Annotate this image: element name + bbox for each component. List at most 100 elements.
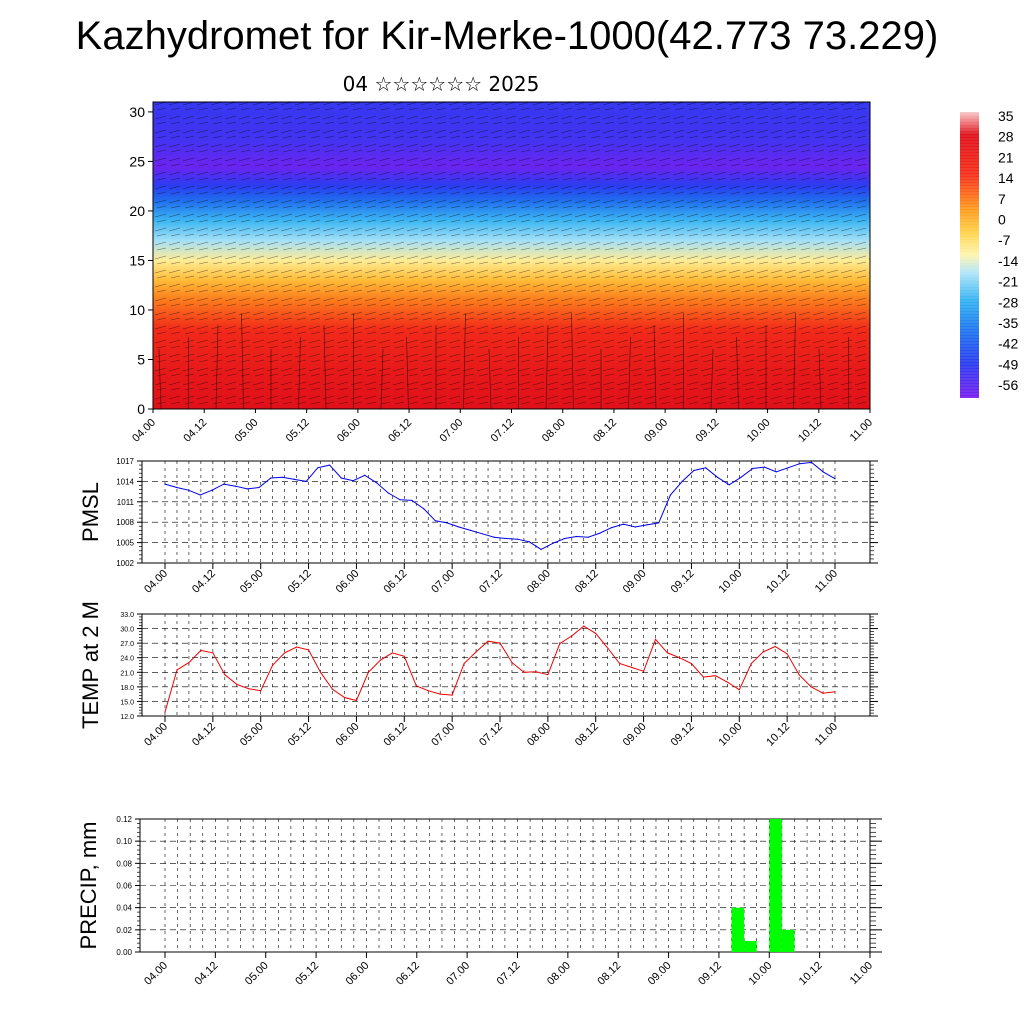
x-tick-label: 10.12: [796, 417, 824, 445]
x-tick-label: 05.12: [286, 721, 314, 749]
colorbar-label: -35: [998, 315, 1018, 331]
x-tick-label: 06.12: [386, 417, 414, 445]
colorbar-label: 14: [998, 170, 1014, 186]
series-point: [499, 642, 501, 644]
x-tick-label: 09.00: [621, 568, 649, 596]
x-tick-label: 11.00: [813, 568, 840, 595]
pmsl-panel: 1017 1014 1011 1008 1005 1002 04.00 04.12 05.00 0…: [78, 457, 878, 596]
series-point: [451, 694, 453, 696]
series-point: [376, 482, 378, 484]
series-point: [798, 674, 800, 676]
x-tick-label: 09.12: [694, 417, 722, 445]
series-point: [611, 527, 613, 529]
series-point: [199, 494, 201, 496]
barb-staff: [463, 312, 466, 409]
x-tick-label: 06.12: [394, 960, 422, 988]
chart-subtitle: 04 ☆☆☆☆☆☆ 2025: [342, 72, 540, 96]
barb-staff: [323, 324, 327, 409]
series-point: [391, 652, 393, 654]
x-tick-label: 10.00: [716, 721, 744, 749]
series-point: [750, 662, 752, 665]
series-point: [702, 676, 705, 678]
x-tick-label: 07.12: [477, 568, 505, 596]
series-point: [200, 649, 202, 652]
series-point: [223, 483, 225, 485]
series-point: [822, 692, 824, 694]
colorbar-ramp: [960, 112, 979, 398]
barb-staff: [545, 324, 549, 409]
series-point: [234, 485, 237, 487]
x-tick-label: 05.00: [233, 417, 261, 445]
series-point: [284, 652, 286, 654]
x-tick-label: 05.00: [238, 568, 266, 596]
series-point: [528, 541, 531, 543]
series-point: [415, 685, 417, 687]
x-tick-label: 11.00: [848, 417, 875, 444]
x-tick-label: 09.12: [696, 960, 724, 988]
series-point: [272, 664, 274, 666]
series-point: [787, 467, 789, 469]
series-point: [552, 542, 554, 544]
series-point: [236, 683, 238, 686]
series-point: [487, 640, 489, 642]
x-tick-label: 06.00: [344, 960, 372, 988]
barb-staff: [215, 324, 219, 409]
y-tick-label: 5: [137, 351, 145, 367]
series-point: [423, 508, 425, 510]
series-point: [583, 625, 585, 627]
y-tick-label: 12.0: [120, 714, 134, 721]
barb-staff: [818, 348, 822, 409]
series-point: [439, 693, 441, 695]
series-point: [446, 522, 448, 524]
colorbar-label: -28: [998, 294, 1018, 310]
barb-staff: [736, 336, 739, 409]
series-point: [693, 469, 695, 472]
x-tick-label: 04.00: [142, 721, 170, 749]
x-tick-label: 10.00: [745, 417, 773, 445]
series-point: [470, 529, 472, 532]
x-tick-label: 08.00: [540, 417, 568, 445]
series-point: [595, 632, 597, 635]
y-axis-title: TEMP at 2 M: [78, 601, 103, 729]
series-point: [164, 483, 166, 485]
series-point: [305, 480, 307, 482]
barb-staff: [628, 336, 631, 409]
x-tick-label: 08.12: [573, 721, 601, 749]
colorbar-label: -7: [998, 232, 1011, 248]
x-tick-label: 08.00: [525, 568, 553, 596]
series-point: [738, 689, 740, 691]
series-point: [690, 662, 693, 665]
series-point: [714, 675, 717, 677]
y-tick-label: 0.04: [116, 904, 132, 913]
series-point: [654, 638, 657, 640]
y-tick-label: 0.10: [116, 837, 132, 846]
series-point: [774, 645, 776, 648]
series-point: [434, 520, 436, 522]
y-tick-label: 33.0: [120, 612, 134, 619]
series-point: [799, 463, 801, 465]
x-tick-label: 09.12: [669, 721, 697, 749]
series-point: [622, 523, 625, 525]
series-point: [258, 486, 260, 489]
series-point: [705, 467, 707, 469]
x-tick-label: 04.00: [142, 568, 170, 596]
x-tick-label: 04.12: [190, 721, 218, 749]
y-axis-title: PMSL: [78, 482, 103, 542]
series-point: [511, 662, 513, 664]
series-point: [260, 690, 262, 692]
series-point: [340, 477, 342, 479]
colorbar-label: 21: [998, 149, 1014, 165]
series-point: [458, 526, 460, 528]
series-point: [481, 533, 483, 535]
series-point: [379, 659, 381, 661]
y-tick-label: 20: [129, 203, 145, 219]
barb-staff: [380, 348, 384, 409]
barb-staff: [571, 312, 574, 409]
series-point: [188, 662, 190, 664]
x-tick-label: 06.00: [335, 417, 363, 445]
y-tick-label: 18.0: [120, 685, 134, 692]
colorbar-label: 0: [998, 212, 1006, 228]
series-point: [607, 647, 609, 649]
x-tick-label: 04.12: [193, 960, 221, 988]
